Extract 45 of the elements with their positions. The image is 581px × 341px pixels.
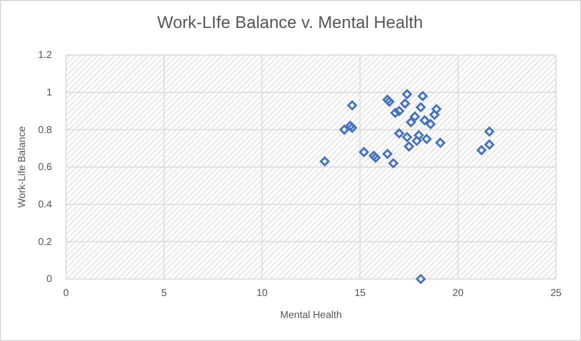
point	[394, 106, 404, 116]
point	[410, 112, 420, 122]
point	[422, 134, 432, 144]
point	[320, 156, 330, 166]
point	[359, 147, 369, 157]
point	[416, 274, 426, 284]
point	[388, 158, 398, 168]
y-axis-title: Work-Life Balance	[17, 126, 28, 208]
point	[394, 128, 404, 138]
point	[484, 140, 494, 150]
chart-title: Work-LIfe Balance v. Mental Health	[157, 13, 423, 32]
point	[420, 115, 430, 126]
point	[484, 126, 494, 136]
x-tick-label: 10	[256, 288, 268, 300]
x-tick-label: 15	[354, 288, 366, 300]
point	[406, 117, 416, 128]
point	[390, 108, 400, 118]
point	[435, 138, 446, 148]
x-tick-label: 0	[63, 288, 70, 300]
y-tick-label: 1	[46, 88, 52, 99]
y-tick-label: 0.6	[38, 162, 52, 174]
point	[400, 98, 410, 108]
point	[476, 145, 486, 156]
point	[402, 132, 412, 142]
point	[339, 124, 350, 135]
y-tick-label: 0.4	[38, 200, 52, 211]
point	[416, 102, 426, 112]
point	[432, 104, 442, 114]
point	[382, 149, 392, 159]
point	[418, 91, 428, 101]
x-axis-title: Mental Health	[280, 310, 342, 321]
y-tick-label: 1.2	[38, 50, 52, 62]
point	[412, 136, 422, 146]
y-tick-label: 0.2	[38, 236, 52, 248]
point	[402, 89, 412, 100]
point	[426, 119, 436, 129]
point	[430, 110, 440, 120]
point	[404, 142, 414, 152]
point	[347, 100, 358, 110]
x-tick-label: 5	[161, 288, 168, 300]
x-tick-label: 20	[452, 288, 464, 300]
point	[414, 130, 424, 140]
x-tick-label: 25	[550, 288, 562, 300]
y-tick-label: 0.8	[38, 124, 52, 136]
y-tick-label: 0	[46, 274, 52, 286]
